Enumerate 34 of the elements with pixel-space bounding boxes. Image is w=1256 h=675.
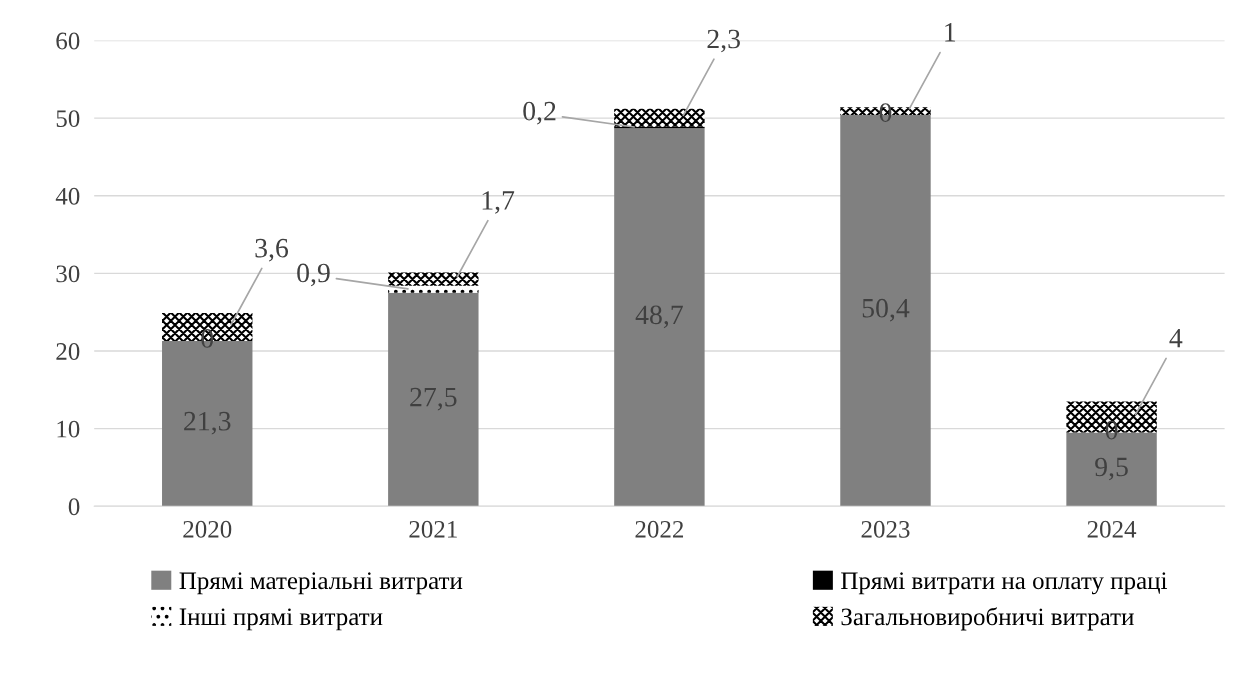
data-label: 9,5 (1095, 457, 1128, 481)
legend-label: Прямі витрати на оплату праці (841, 572, 1168, 595)
x-tick-label: 2024 (1087, 520, 1137, 538)
data-label: 0 (879, 103, 892, 122)
y-tick-label: 10 (57, 420, 80, 438)
bar (614, 128, 705, 507)
legend-label: Загальновиробничі витрати (841, 607, 1134, 631)
x-tick-label: 2022 (635, 520, 684, 538)
data-label: 27,5 (410, 387, 457, 411)
bar (388, 292, 479, 507)
y-tick-label: 0 (68, 498, 80, 516)
y-tick-label: 50 (56, 110, 80, 128)
y-tick-label: 20 (56, 343, 80, 360)
bar (614, 108, 705, 127)
legend-label: Прямі матеріальні витрати (179, 572, 463, 595)
data-label: 1 (945, 23, 956, 42)
y-tick-label: 30 (56, 265, 80, 283)
legend-label: Інші прямі витрати (179, 608, 383, 631)
x-tick-label: 2021 (409, 520, 457, 538)
data-label: 3,6 (255, 238, 289, 262)
data-label: 4 (1169, 328, 1183, 348)
y-tick-label: 40 (55, 187, 80, 205)
data-label: 1,7 (482, 191, 515, 214)
data-label: 0 (201, 329, 214, 348)
y-tick-label: 60 (56, 32, 80, 50)
data-label: 50,4 (862, 298, 910, 322)
x-tick-label: 2020 (183, 520, 232, 538)
bar (388, 272, 479, 286)
data-label: 0,2 (523, 101, 556, 125)
data-label: 0,9 (297, 263, 330, 287)
x-tick-label: 2023 (861, 520, 910, 538)
data-label: 48,7 (635, 305, 683, 329)
data-label: 21,3 (184, 411, 231, 435)
data-label: 2,3 (707, 29, 740, 53)
